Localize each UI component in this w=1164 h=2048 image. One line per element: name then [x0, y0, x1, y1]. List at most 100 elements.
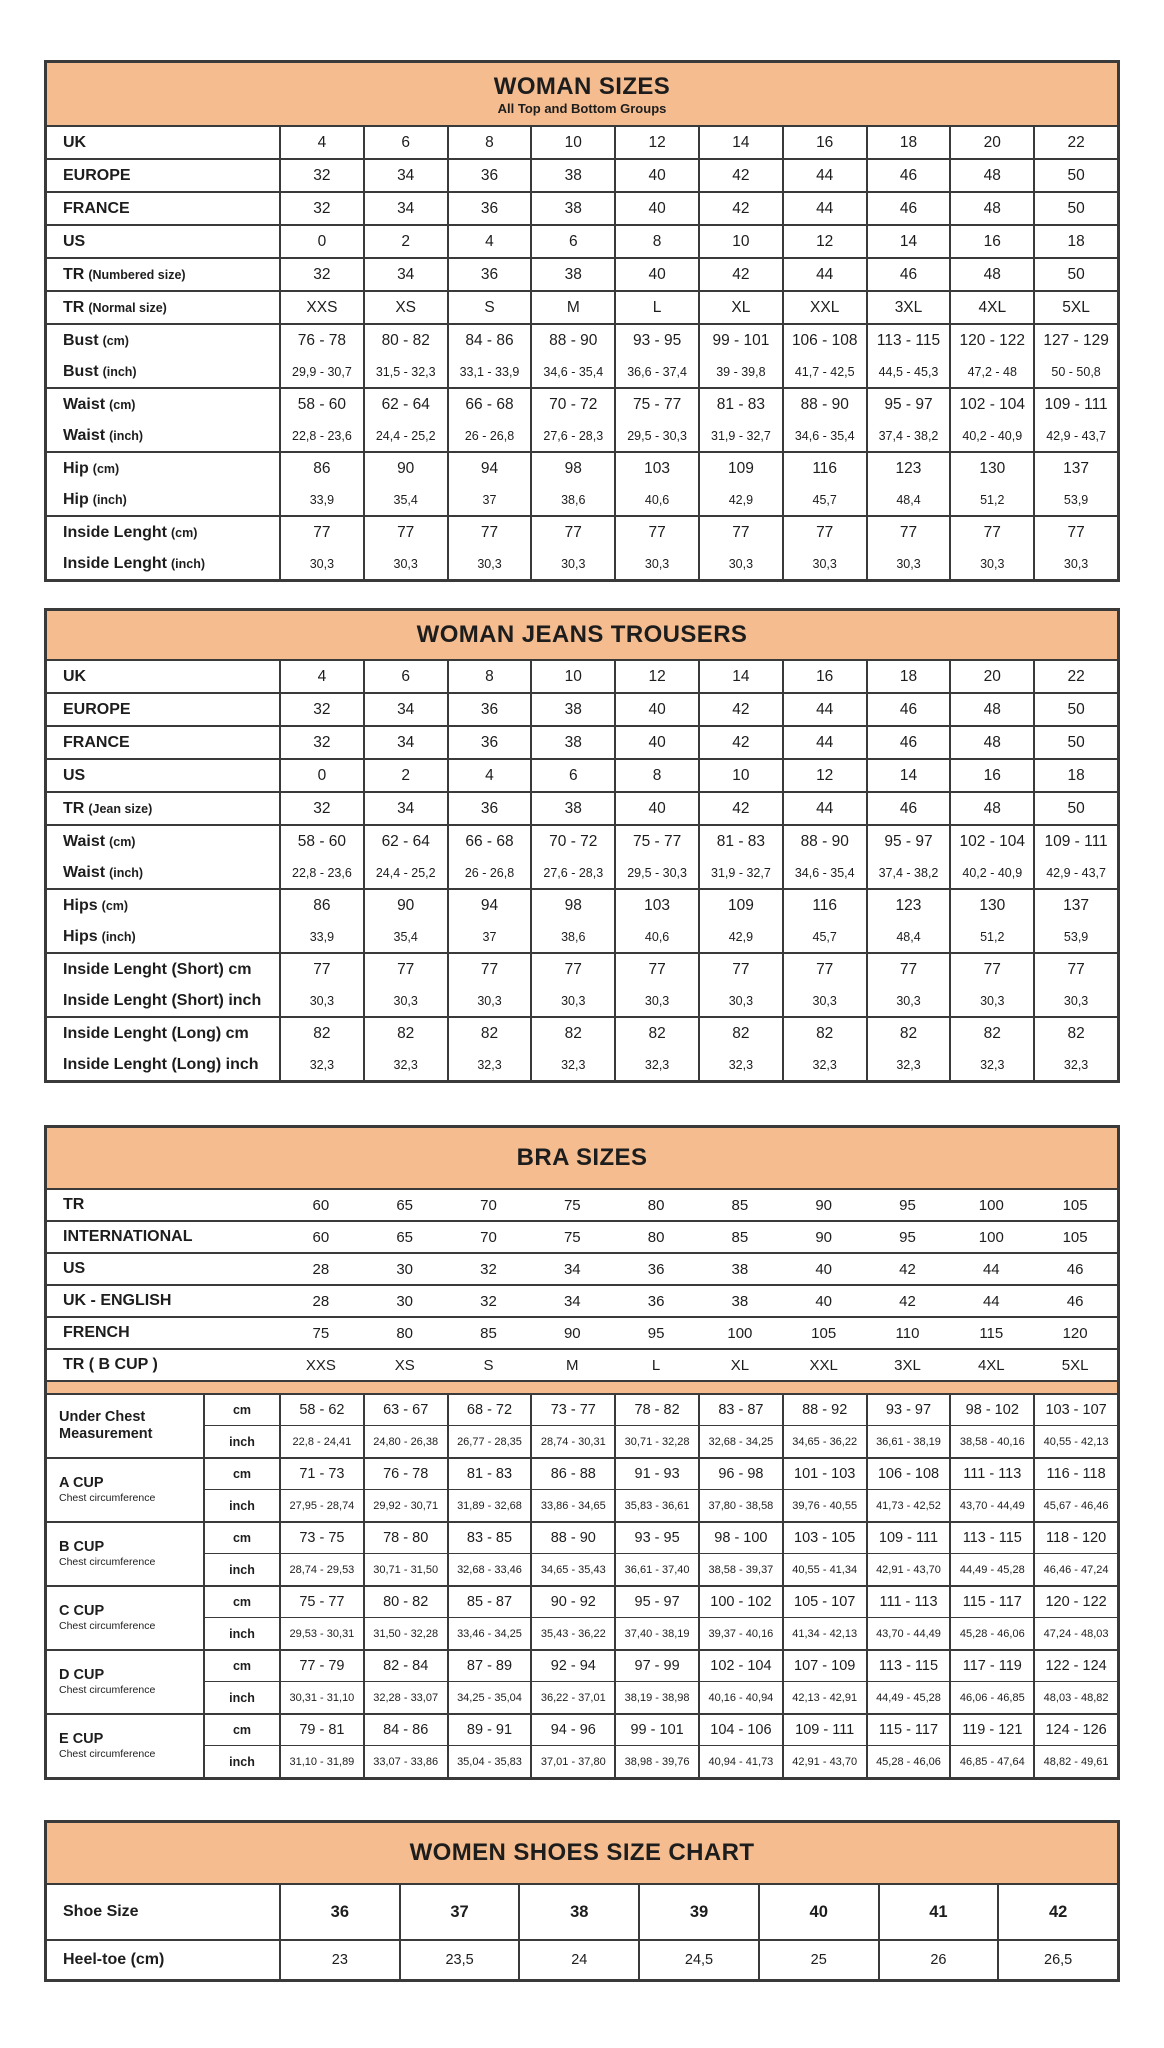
size-cell: 38 — [731, 1292, 749, 1310]
size-cell: 95 - 97 — [614, 1587, 698, 1617]
size-cell: 38,6 — [530, 921, 614, 952]
size-cell: 34 — [563, 1292, 581, 1310]
size-cell: 46 — [865, 793, 950, 824]
size-cell: XXL — [809, 1356, 838, 1374]
size-cell: 81 - 83 — [446, 1459, 531, 1489]
size-cell: XXL — [781, 292, 866, 323]
size-cell: 48 — [949, 259, 1033, 290]
size-cell: 42 — [997, 1885, 1117, 1939]
cup-name: B CUP — [59, 1539, 105, 1556]
size-cell: 123 — [865, 453, 950, 484]
cup-rows: cm 77 - 79 82 - 84 87 - 89 92 - 94 97 - 99 102… — [203, 1651, 1117, 1713]
size-cell: 46,06 - 46,85 — [949, 1682, 1033, 1713]
size-cell: 85 — [480, 1324, 497, 1342]
unit-label: inch — [229, 1754, 255, 1769]
size-cell: 29,92 - 30,71 — [362, 1490, 447, 1521]
size-cell: L — [614, 292, 698, 323]
size-cell: 23,5 — [398, 1941, 519, 1979]
size-cell: 120 — [1062, 1324, 1088, 1342]
size-cell: 38,19 - 38,98 — [614, 1682, 698, 1713]
size-cell: 82 — [362, 1018, 447, 1049]
row-label: US — [63, 232, 86, 250]
table-row: UK - ENGLISH 28 30 32 34 36 38 40 42 44 46 — [47, 1286, 1117, 1316]
size-cell: 109 — [698, 890, 782, 921]
row-label: Waist (cm) — [63, 395, 136, 413]
table-row: cm 77 - 79 82 - 84 87 - 89 92 - 94 97 - 99 102… — [205, 1651, 1117, 1682]
size-cell: 105 — [1062, 1196, 1088, 1214]
table-row: INTERNATIONAL 60 65 70 75 80 85 90 95 100 105 — [47, 1222, 1117, 1252]
unit-label: inch — [229, 1562, 255, 1577]
size-cell: 98 - 100 — [698, 1523, 782, 1553]
bra-sizes-header: BRA SIZES — [47, 1128, 1117, 1190]
size-cell: 38 — [731, 1260, 749, 1278]
size-cell: 24 — [518, 1941, 638, 1979]
row-label: US — [63, 1260, 86, 1277]
size-cell: 77 — [1033, 954, 1117, 985]
size-cell: 82 — [781, 1018, 866, 1049]
row-label: US — [63, 766, 86, 784]
size-cell: 32,3 — [614, 1049, 698, 1080]
unit-label: inch — [229, 1626, 255, 1641]
size-cell: 34,25 - 35,04 — [446, 1682, 531, 1713]
bra-sizes-top-body: TR 60 65 70 75 80 85 90 95 100 105 INTERNATIONAL 60 6… — [47, 1190, 1117, 1380]
size-cell: 80 — [396, 1324, 414, 1342]
size-cell: 78 - 80 — [362, 1523, 447, 1553]
size-cell: 37 — [446, 484, 531, 515]
size-cell: 35,43 - 36,22 — [530, 1618, 614, 1649]
size-cell: 44 — [781, 259, 866, 290]
size-cell: 12 — [614, 127, 698, 158]
size-cell: 6 — [362, 127, 447, 158]
size-cell: 48,4 — [865, 484, 950, 515]
size-cell: 88 - 90 — [530, 1523, 614, 1553]
size-cell: 86 — [279, 453, 363, 484]
row-group: UK 4 6 8 10 12 14 16 18 20 22 — [47, 661, 1117, 692]
size-cell: 77 — [362, 517, 447, 548]
size-cell: 82 — [698, 1018, 782, 1049]
size-cell: 31,50 - 32,28 — [362, 1618, 447, 1649]
size-cell: 27,6 - 28,3 — [530, 857, 614, 888]
size-cell: 30,3 — [279, 548, 363, 579]
size-cell: 63 - 67 — [362, 1395, 447, 1425]
size-cell: 40,2 - 40,9 — [949, 857, 1033, 888]
row-label-note: (inch) — [171, 556, 206, 571]
size-cell: 75 — [312, 1324, 330, 1342]
row-group: Inside Lenght (cm) 77 77 77 77 77 77 77 77 77 77 Ins… — [47, 515, 1117, 579]
size-cell: 86 — [279, 890, 363, 921]
size-cell: 119 - 121 — [949, 1715, 1033, 1745]
size-cell: 38 — [518, 1885, 638, 1939]
size-cell: 14 — [698, 661, 782, 692]
size-cell: 93 - 95 — [614, 1523, 698, 1553]
size-cell: 2 — [362, 760, 447, 791]
size-cell: 36 — [446, 193, 531, 224]
size-cell: 83 - 85 — [446, 1523, 531, 1553]
size-cell: 40,6 — [614, 921, 698, 952]
size-cell: 32,28 - 33,07 — [362, 1682, 447, 1713]
size-charts-page: WOMAN SIZES All Top and Bottom Groups UK… — [44, 60, 1120, 1982]
size-cell: 77 — [865, 517, 950, 548]
size-cell: 44 — [982, 1292, 1000, 1310]
size-cell: 115 - 117 — [865, 1715, 950, 1745]
size-cell: 30,3 — [446, 985, 531, 1016]
size-cell: 118 - 120 — [1033, 1523, 1117, 1553]
row-group: Hip (cm) 86 90 94 98 103 109 116 123 130 137 Hip (inc… — [47, 451, 1117, 515]
row-label: Hip (cm) — [63, 459, 120, 477]
size-cell: 16 — [949, 760, 1033, 791]
size-cell: 40 — [614, 694, 698, 725]
unit-label: cm — [232, 1467, 252, 1481]
size-cell: 30,71 - 32,28 — [614, 1426, 698, 1457]
size-cell: 50 — [1033, 193, 1117, 224]
size-cell: 29,9 - 30,7 — [279, 356, 363, 387]
cup-row-group: D CUP Chest circumference cm 77 - 79 82 - 84… — [47, 1649, 1117, 1713]
size-cell: 30,3 — [530, 985, 614, 1016]
size-cell: 30,3 — [698, 985, 782, 1016]
size-cell: 94 — [446, 453, 531, 484]
size-cell: 42 — [698, 160, 782, 191]
size-cell: 25 — [757, 1941, 878, 1979]
row-group: INTERNATIONAL 60 65 70 75 80 85 90 95 100 105 — [47, 1220, 1117, 1252]
size-cell: 60 — [312, 1196, 330, 1214]
size-cell: 65 — [396, 1228, 414, 1246]
size-cell: 80 - 82 — [362, 1587, 447, 1617]
size-cell: 27,6 - 28,3 — [530, 420, 614, 451]
table-row: Hips (cm) 86 90 94 98 103 109 116 123 130 137 — [47, 890, 1117, 921]
size-cell: 29,53 - 30,31 — [279, 1618, 363, 1649]
